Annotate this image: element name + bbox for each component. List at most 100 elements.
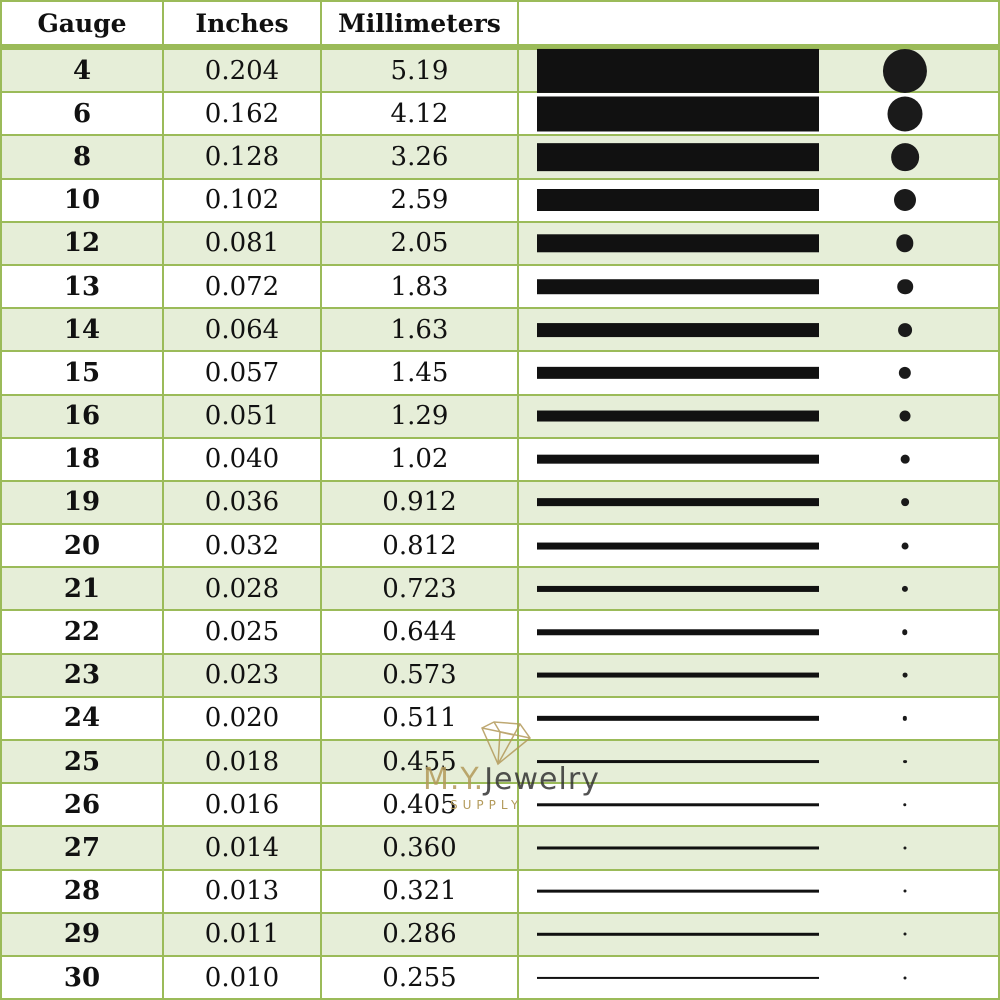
wire-cross-section-dot [901,585,909,592]
table-row: 23 0.023 0.573 [0,652,1000,698]
cell-visual [517,45,1000,94]
header-row: Gauge Inches Millimeters [0,0,1000,50]
header-gauge: Gauge [0,0,164,50]
cell-gauge: 24 [0,695,164,742]
wire-cross-section-dot [896,234,914,253]
cell-mm: 2.59 [320,177,519,223]
cell-inches: 0.102 [162,177,322,223]
table-row: 4 0.204 5.19 [0,45,1000,94]
wire-thickness-bar [537,189,819,212]
cell-mm: 0.573 [320,652,519,698]
cell-visual [517,177,1000,223]
cell-gauge: 21 [0,566,164,612]
cell-gauge: 27 [0,825,164,871]
cell-inches: 0.036 [162,479,322,526]
wire-cross-section-dot [894,189,916,212]
table-row: 14 0.064 1.63 [0,307,1000,353]
table-row: 28 0.013 0.321 [0,868,1000,914]
cell-gauge: 23 [0,652,164,698]
wire-cross-section-dot [891,143,919,171]
wire-thickness-bar [537,322,819,337]
cell-gauge: 26 [0,782,164,828]
cell-mm: 1.83 [320,263,519,310]
wire-cross-section-dot [903,759,907,764]
wire-cross-section-dot [903,976,907,980]
cell-gauge: 29 [0,911,164,957]
table-row: 8 0.128 3.26 [0,134,1000,180]
cell-gauge: 22 [0,609,164,655]
table-row: 26 0.016 0.405 [0,782,1000,828]
cell-inches: 0.040 [162,436,322,482]
wire-thickness-bar [537,976,819,979]
wire-cross-section-dot [902,672,908,678]
table-row: 21 0.028 0.723 [0,566,1000,612]
wire-cross-section-dot [898,322,912,337]
wire-thickness-bar [537,48,819,93]
cell-inches: 0.010 [162,954,322,1000]
wire-thickness-bar [537,933,819,936]
cell-gauge: 30 [0,954,164,1000]
wire-cross-section-dot [899,410,911,422]
wire-thickness-bar [537,716,819,721]
table-row: 27 0.014 0.360 [0,825,1000,871]
cell-visual [517,91,1000,137]
cell-mm: 0.723 [320,566,519,612]
cell-mm: 0.360 [320,825,519,871]
cell-mm: 0.321 [320,868,519,914]
cell-mm: 0.286 [320,911,519,957]
cell-inches: 0.162 [162,91,322,137]
cell-mm: 0.455 [320,738,519,785]
wire-thickness-bar [537,889,819,893]
wire-thickness-bar [537,759,819,764]
cell-inches: 0.204 [162,45,322,94]
table-row: 13 0.072 1.83 [0,263,1000,310]
table-row: 10 0.102 2.59 [0,177,1000,223]
cell-mm: 0.511 [320,695,519,742]
cell-gauge: 20 [0,523,164,569]
cell-gauge: 14 [0,307,164,353]
cell-gauge: 10 [0,177,164,223]
wire-thickness-bar [537,366,819,380]
cell-gauge: 15 [0,350,164,396]
table-row: 6 0.162 4.12 [0,91,1000,137]
cell-visual [517,479,1000,526]
cell-visual [517,436,1000,482]
wire-cross-section-dot [903,932,907,936]
cell-inches: 0.023 [162,652,322,698]
wire-thickness-bar [537,672,819,678]
table-row: 15 0.057 1.45 [0,350,1000,396]
wire-cross-section-dot [901,498,909,507]
wire-cross-section-dot [882,48,928,93]
cell-inches: 0.057 [162,350,322,396]
cell-visual [517,825,1000,871]
wire-cross-section-dot [903,803,907,807]
cell-visual [517,393,1000,439]
header-millimeters: Millimeters [320,0,519,50]
cell-visual [517,738,1000,785]
cell-mm: 1.29 [320,393,519,439]
table-row: 20 0.032 0.812 [0,523,1000,569]
wire-thickness-bar [537,234,819,253]
cell-mm: 1.63 [320,307,519,353]
cell-mm: 0.644 [320,609,519,655]
cell-inches: 0.064 [162,307,322,353]
wire-cross-section-dot [898,366,912,380]
cell-mm: 5.19 [320,45,519,94]
table-row: 22 0.025 0.644 [0,609,1000,655]
cell-visual [517,868,1000,914]
cell-mm: 0.405 [320,782,519,828]
cell-gauge: 28 [0,868,164,914]
table-row: 24 0.020 0.511 [0,695,1000,742]
wire-cross-section-dot [901,542,909,550]
cell-inches: 0.025 [162,609,322,655]
wire-cross-section-dot [900,454,910,464]
cell-gauge: 18 [0,436,164,482]
wire-thickness-bar [537,803,819,807]
wire-cross-section-dot [887,96,923,132]
cell-inches: 0.016 [162,782,322,828]
cell-mm: 4.12 [320,91,519,137]
cell-inches: 0.032 [162,523,322,569]
wire-thickness-bar [537,846,819,850]
wire-thickness-bar [537,498,819,507]
